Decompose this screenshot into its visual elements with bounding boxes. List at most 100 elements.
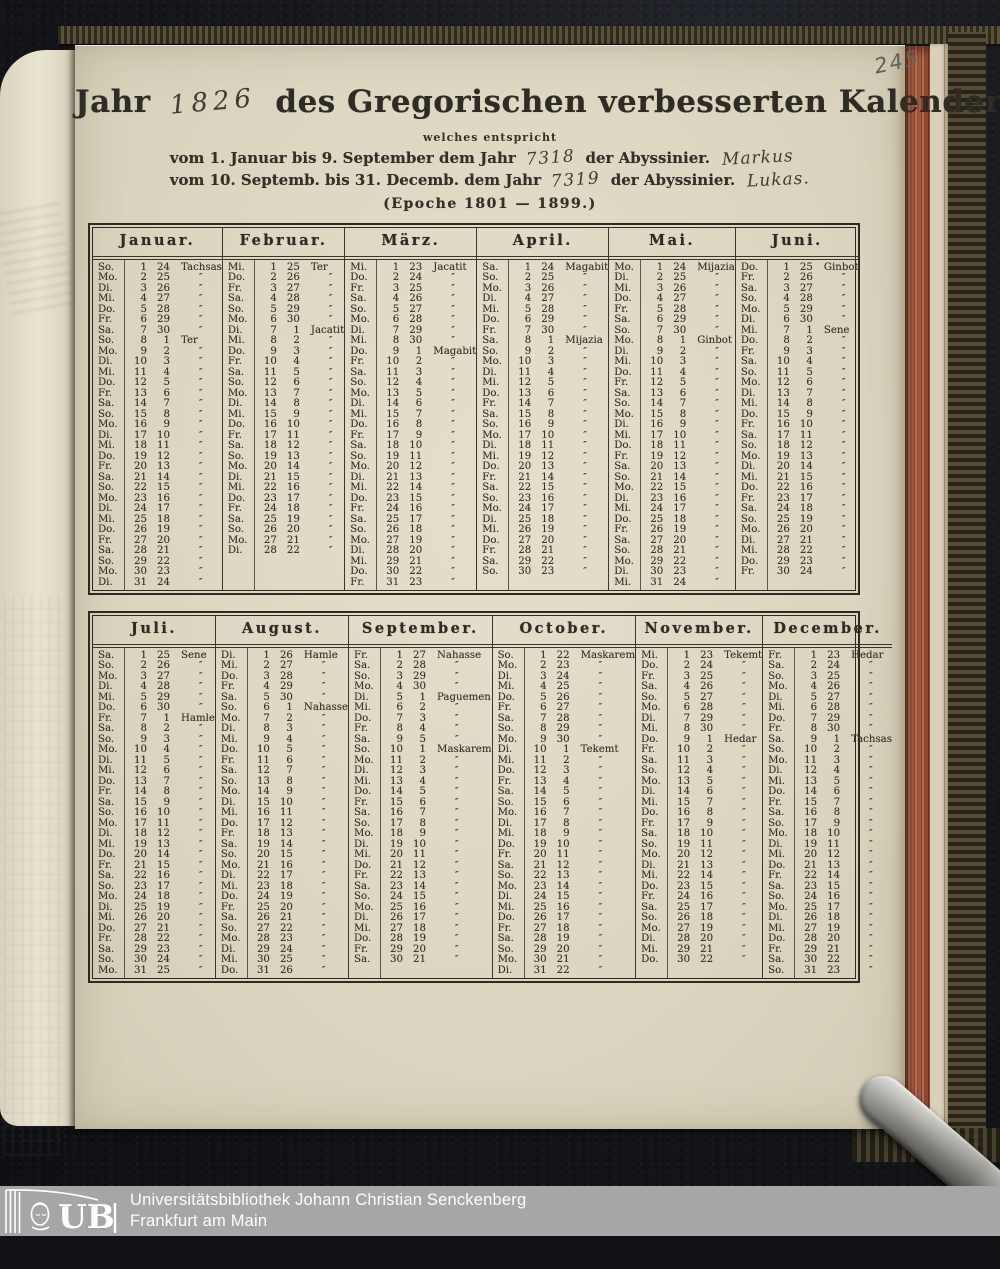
gregorian-day-cell: 24	[804, 891, 818, 902]
handwritten-year: 1826	[168, 83, 258, 121]
calendar-row: Fr. 19 12 ″	[609, 451, 735, 463]
abyssinian-day-cell: 4	[563, 775, 570, 787]
weekday-cell: Fr.	[350, 576, 365, 588]
calendar-row: Mi. 27 19 ″	[763, 923, 892, 935]
gregorian-day-cell: 18	[263, 440, 277, 451]
gregorian-day-cell: 16	[390, 807, 404, 818]
abyssinian-month-cell: ″	[841, 513, 846, 525]
calendar-row: Sa. 21 12 ″	[493, 860, 636, 872]
weekday-cell: Sa.	[98, 324, 115, 336]
gregorian-day-cell: 7	[392, 324, 400, 336]
gregorian-day-cell: 2	[810, 660, 818, 671]
month-column-mai: Mai. Mo. 1 24 Mijazia Di. 2 25 ″ Mi. 3 26 ″ Do. 4 27 ″ F…	[609, 228, 736, 590]
abyssinian-day-cell: 15	[157, 859, 170, 871]
calendar-row: Fr. 3 25 ″	[345, 282, 476, 295]
abyssinian-day-cell: 2	[293, 335, 300, 346]
gregorian-day-cell: 1	[524, 261, 532, 273]
weekday-cell: Fr.	[614, 524, 629, 535]
abyssinian-month-cell: ″	[742, 681, 746, 692]
abyssinian-month-cell: ″	[598, 681, 603, 692]
calendar-row: Mo. 10 4 ″	[93, 744, 215, 756]
weekday-cell: Mo.	[98, 345, 118, 357]
weekday-cell: So.	[482, 345, 499, 357]
calendar-row: Mi. 15 7 ″	[345, 408, 476, 421]
gregorian-day-cell: 11	[518, 366, 532, 378]
abyssinian-month-cell: ″	[583, 314, 587, 325]
month-body: Do. 1 25 Ginbot Fr. 2 26 ″ Sa. 3 27 ″ So. 4 28 ″ Mo. 5 29 ″…	[735, 258, 859, 590]
calendar-row: Fr. 15 6 ″	[349, 797, 492, 809]
weekday-cell: Sa.	[740, 429, 758, 441]
abyssinian-month-cell: ″	[715, 503, 719, 514]
gregorian-day-cell: 24	[650, 503, 664, 514]
weekday-cell: Do.	[614, 366, 632, 378]
gregorian-day-cell: 14	[256, 786, 270, 797]
weekday-cell: So.	[482, 419, 499, 430]
abyssinian-month-cell: ″	[199, 775, 203, 787]
gregorian-day-cell: 27	[650, 534, 664, 546]
gregorian-day-cell: 7	[683, 712, 691, 724]
weekday-cell: Mi.	[98, 765, 115, 776]
gregorian-day-cell: 5	[140, 691, 147, 703]
weekday-cell: Do.	[220, 670, 239, 682]
calendar-row: Sa. 24 18 ″	[736, 503, 859, 515]
calendar-row: Fr. 22 13 ″	[349, 870, 492, 882]
abyssinian-month-cell: ″	[199, 408, 203, 420]
calendar-row: Do. 8 2 ″	[736, 335, 859, 347]
abyssinian-day-cell: 6	[706, 786, 714, 797]
abyssinian-day-cell: 28	[157, 303, 170, 315]
abyssinian-day-cell: 26	[286, 272, 300, 283]
gregorian-day-cell: 17	[804, 817, 818, 829]
gregorian-day-cell: 2	[524, 272, 532, 283]
calendar-row: Sa. 13 6 ″	[609, 388, 735, 400]
calendar-row: Fr. 15 7 ″	[763, 797, 892, 809]
abyssinian-month-cell: ″	[199, 849, 203, 860]
weekday-cell: Di.	[227, 545, 243, 556]
abyssinian-month-cell: Tekemt	[724, 649, 763, 661]
gregorian-day-cell: 20	[386, 461, 400, 472]
calendar-row: Mo. 17 10 ″	[477, 430, 608, 442]
calendar-row: Do. 14 5 ″	[349, 786, 492, 798]
abyssinian-month-cell: ″	[715, 419, 719, 430]
gregorian-day-cell: 3	[656, 282, 664, 294]
gregorian-day-cell: 17	[263, 429, 277, 441]
weekday-cell: Do.	[641, 954, 659, 965]
gregorian-day-cell: 30	[776, 566, 790, 577]
calendar-row: Mi. 7 1 Sene	[736, 325, 859, 337]
abyssinian-month-cell: ″	[328, 398, 333, 409]
abyssinian-day-cell: 23	[157, 566, 170, 577]
gregorian-day-cell: 15	[263, 408, 277, 420]
calendar-row: So. 15 8 ″	[93, 408, 222, 421]
calendar-row: Fr. 2 26 ″	[736, 272, 859, 284]
abyssinian-month-cell: Hamle	[303, 649, 338, 661]
gregorian-day-cell: 16	[263, 419, 277, 430]
gregorian-day-cell: 26	[804, 912, 818, 923]
calendar-row: Fr. 28 21 ″	[477, 545, 608, 557]
gregorian-day-cell: 21	[390, 859, 404, 871]
abyssinian-month-cell: ″	[841, 503, 846, 514]
calendar-row: Fr. 1 27 Nahasse	[349, 650, 492, 662]
gregorian-day-cell: 15	[386, 408, 400, 420]
previous-page-edge	[0, 50, 80, 1155]
calendar-row: Mo. 26 20 ″	[736, 524, 859, 536]
weekday-cell: Sa.	[641, 828, 658, 839]
weekday-cell: So.	[220, 849, 238, 860]
abyssinian-day-cell: 13	[541, 461, 555, 472]
gregorian-day-cell: 21	[256, 859, 270, 871]
gregorian-day-cell: 3	[392, 282, 400, 294]
calendar-row: Mo. 27 21 ″	[223, 534, 344, 547]
abyssinian-day-cell: 16	[700, 891, 714, 902]
calendar-row: Sa. 28 21 ″	[93, 545, 222, 557]
weekday-cell: Do.	[740, 408, 759, 420]
abyssinian-day-cell: 21	[286, 534, 300, 546]
abyssinian-month-cell: ″	[328, 272, 333, 283]
gregorian-day-cell: 18	[134, 828, 147, 839]
weekday-cell: So.	[614, 471, 631, 483]
gregorian-day-cell: 21	[677, 859, 691, 871]
calendar-row: Mo. 29 22 ″	[609, 556, 735, 568]
abyssinian-day-cell: 24	[157, 954, 170, 965]
weekday-cell: Mi.	[354, 775, 371, 787]
calendar-row: Do. 13 6 ″	[477, 388, 608, 400]
weekday-cell: Sa.	[768, 807, 785, 818]
abyssinian-month-cell: ″	[583, 450, 587, 462]
gregorian-day-cell: 15	[677, 796, 691, 808]
